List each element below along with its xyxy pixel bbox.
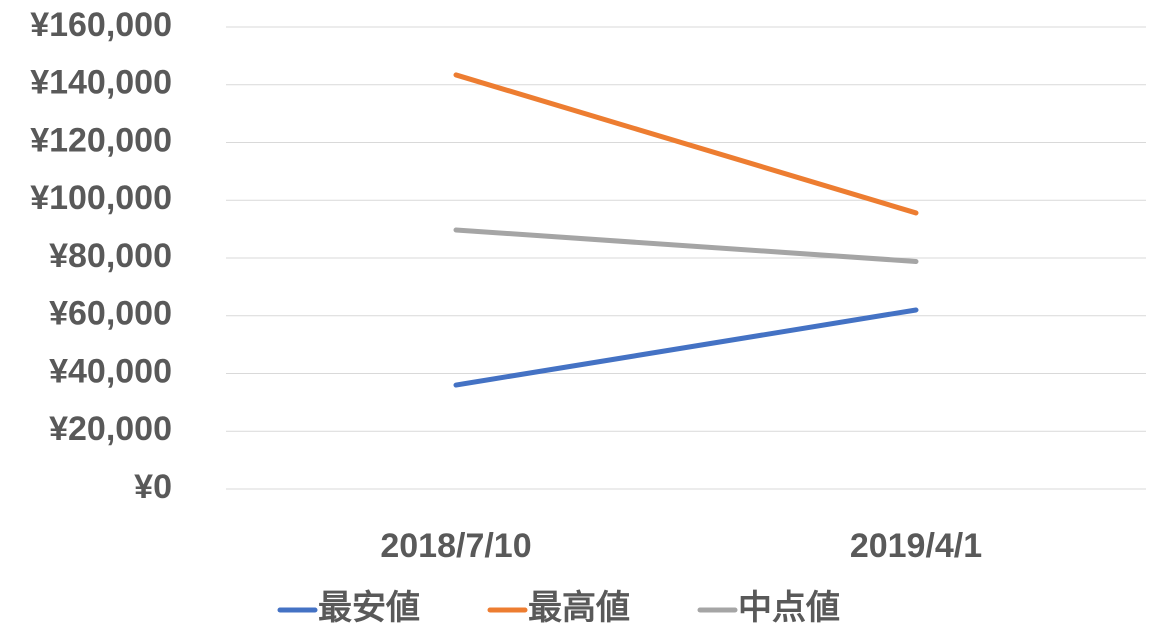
y-tick-label: ¥120,000 <box>30 121 172 159</box>
y-tick-label: ¥80,000 <box>49 237 172 275</box>
legend-label: 最高値 <box>528 589 630 627</box>
y-tick-label: ¥160,000 <box>30 6 172 44</box>
y-tick-label: ¥40,000 <box>49 352 172 390</box>
series-line <box>453 307 919 388</box>
legend-label: 中点値 <box>738 589 840 627</box>
y-tick-label: ¥0 <box>134 468 172 506</box>
y-tick-label: ¥140,000 <box>30 64 172 102</box>
x-tick-label: 2018/7/10 <box>380 527 531 565</box>
series-line <box>453 227 919 264</box>
x-tick-label: 2019/4/1 <box>850 527 982 565</box>
series-line <box>453 72 919 216</box>
legend-label: 最安値 <box>318 589 420 627</box>
y-tick-label: ¥100,000 <box>30 179 172 217</box>
y-tick-label: ¥20,000 <box>49 410 172 448</box>
y-tick-label: ¥60,000 <box>49 295 172 333</box>
